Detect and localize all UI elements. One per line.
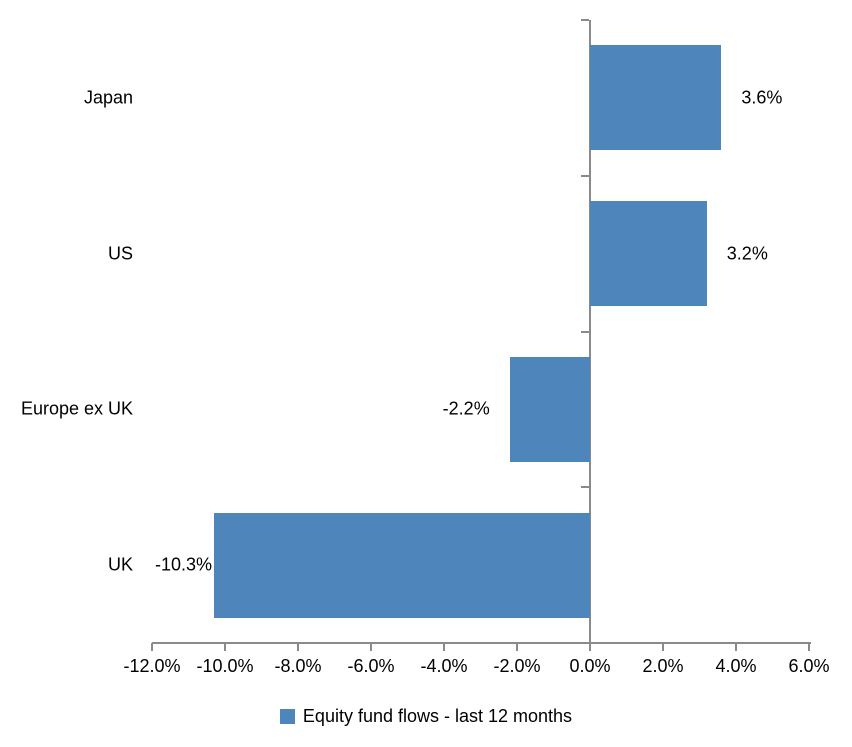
x-axis-tick-label: 4.0% xyxy=(715,656,757,676)
x-axis-tick-label: 2.0% xyxy=(642,656,684,676)
x-axis-tick xyxy=(297,643,299,651)
value-label-uk: -10.3% xyxy=(155,554,213,575)
y-axis-tick xyxy=(581,330,589,333)
x-axis-tick xyxy=(589,643,591,651)
x-axis-tick xyxy=(370,643,372,651)
y-axis-line xyxy=(589,20,591,643)
x-axis-tick xyxy=(662,643,664,651)
x-axis-tick xyxy=(735,643,737,651)
x-axis-tick xyxy=(443,643,445,651)
x-axis-tick-label: -10.0% xyxy=(196,656,254,676)
value-label-europe-ex-uk: -2.2% xyxy=(442,398,490,419)
bar-europe-ex-uk xyxy=(509,356,590,462)
y-axis-tick xyxy=(581,174,589,177)
value-label-japan: 3.6% xyxy=(741,87,783,108)
x-axis-tick-label: -4.0% xyxy=(420,656,468,676)
x-axis-tick xyxy=(808,643,810,651)
bar-us xyxy=(590,201,707,307)
x-axis-tick-label: 6.0% xyxy=(788,656,830,676)
x-axis-tick-label: -8.0% xyxy=(274,656,322,676)
y-axis-tick xyxy=(581,486,589,489)
bar-japan xyxy=(590,45,722,151)
x-axis-tick xyxy=(151,643,153,651)
x-axis-tick xyxy=(516,643,518,651)
x-axis-tick-label: -6.0% xyxy=(347,656,395,676)
category-label-uk: UK xyxy=(107,554,133,575)
legend: Equity fund flows - last 12 months xyxy=(0,706,852,727)
x-axis-tick-label: -2.0% xyxy=(493,656,541,676)
x-axis-tick xyxy=(224,643,226,651)
x-axis-line xyxy=(152,642,811,644)
x-axis-tick-label: -12.0% xyxy=(123,656,181,676)
legend-label: Equity fund flows - last 12 months xyxy=(302,706,573,726)
category-label-japan: Japan xyxy=(83,87,133,108)
category-label-europe-ex-uk: Europe ex UK xyxy=(20,398,133,419)
y-axis-tick xyxy=(581,19,589,21)
value-label-us: 3.2% xyxy=(726,243,768,264)
category-label-us: US xyxy=(107,243,133,264)
x-axis-tick-label: 0.0% xyxy=(569,656,611,676)
legend-swatch-icon xyxy=(279,709,295,724)
bar-uk xyxy=(214,512,590,618)
